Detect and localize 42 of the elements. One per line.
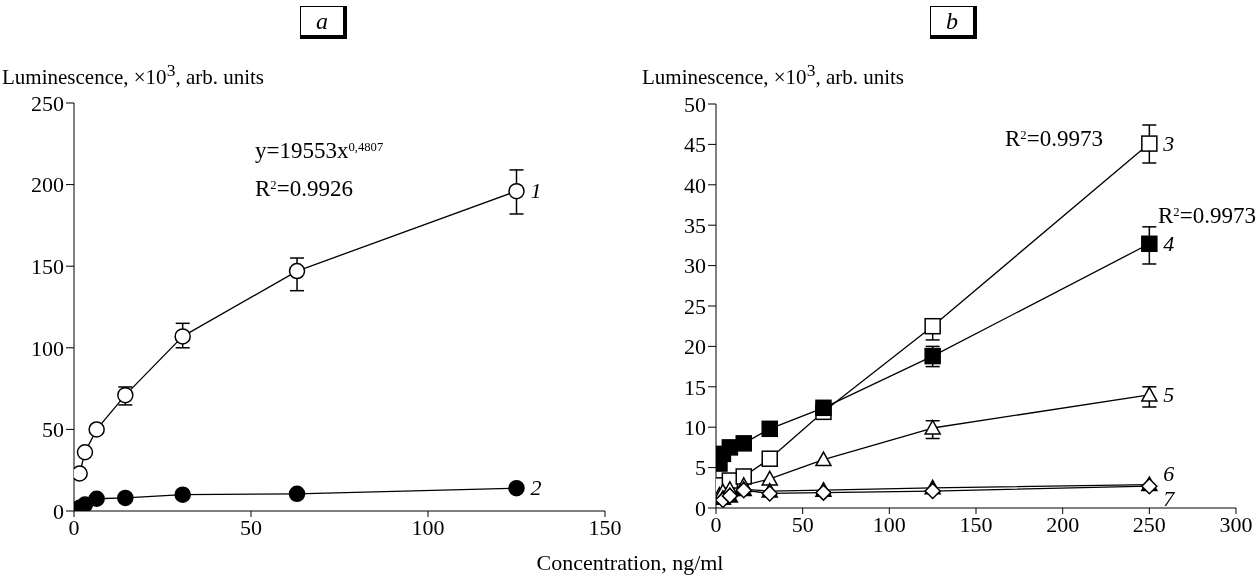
y-tick-label: 10 [684, 415, 706, 441]
x-tick-label: 50 [791, 511, 814, 537]
series-label: 1 [530, 178, 542, 204]
series-label: 3 [1162, 130, 1175, 156]
series-label: 4 [1163, 230, 1175, 256]
x-tick-label: 150 [588, 514, 622, 540]
y-axis-title: Luminescence, ×10$^{3}$, arb. units [642, 60, 905, 89]
series-label: 7 [1163, 486, 1176, 512]
x-tick-label: 50 [240, 514, 262, 540]
x-tick-label: 250 [1132, 511, 1166, 537]
annotation: R$^{2}$=0.9973 [1005, 126, 1103, 151]
y-tick-label: 150 [31, 254, 64, 280]
x-tick-label: 100 [411, 514, 445, 540]
series-label: 6 [1163, 460, 1175, 486]
chart-title: a [300, 6, 347, 39]
x-tick-label: 100 [872, 511, 906, 537]
y-tick-label: 5 [695, 455, 706, 481]
y-tick-label: 20 [684, 334, 706, 360]
x-tick-label: 200 [1046, 511, 1080, 537]
y-tick-label: 30 [684, 253, 706, 279]
annotation: R$^{2}$=0.9973 [1158, 203, 1256, 228]
annotation: R$^{2}$=0.9926 [255, 176, 353, 201]
y-tick-label: 35 [684, 213, 706, 239]
y-tick-label: 0 [695, 495, 706, 521]
y-tick-label: 50 [684, 91, 706, 117]
x-tick-label: 0 [68, 514, 80, 540]
chart-title: b [930, 6, 977, 39]
x-tick-label: 300 [1219, 511, 1253, 537]
y-axis-title: Luminescence, ×10$^{3}$, arb. units [2, 60, 265, 89]
y-tick-label: 25 [684, 293, 706, 319]
x-tick-label: 150 [959, 511, 993, 537]
y-tick-label: 200 [31, 172, 64, 198]
y-tick-label: 50 [42, 417, 64, 443]
annotation: y=19553x$^{0,4807}$ [255, 138, 384, 163]
y-tick-label: 45 [684, 132, 706, 158]
y-tick-label: 15 [684, 374, 706, 400]
series-label: 2 [530, 475, 542, 501]
y-tick-label: 250 [31, 90, 64, 116]
y-tick-label: 40 [684, 172, 706, 198]
x-axis-title: Concentration, ng/ml [535, 550, 725, 576]
y-tick-label: 100 [31, 335, 64, 361]
series-label: 5 [1163, 381, 1175, 407]
